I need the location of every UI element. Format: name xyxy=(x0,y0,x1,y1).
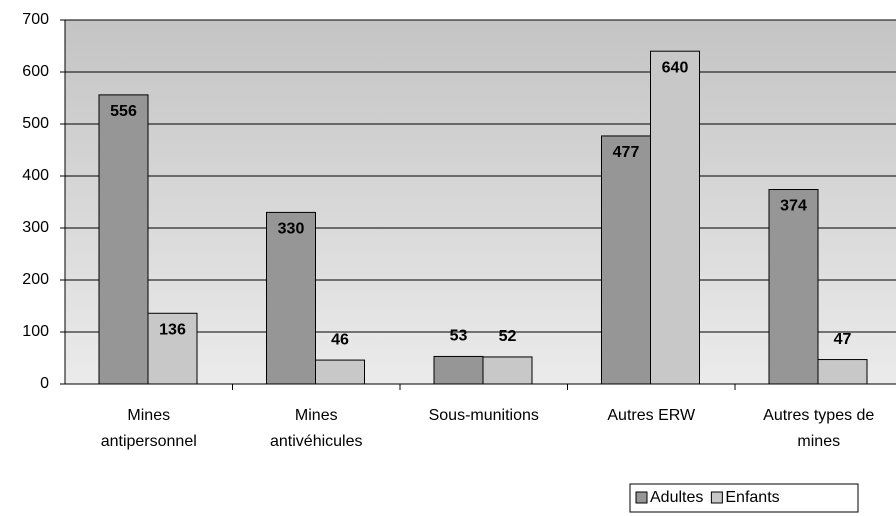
x-tick-label: Sous-munitions xyxy=(429,407,539,424)
y-tick-label: 300 xyxy=(22,219,49,236)
bar xyxy=(482,356,533,385)
value-label: 556 xyxy=(110,103,137,120)
x-tick-label: Autres types de xyxy=(763,407,874,424)
value-label: 53 xyxy=(450,328,468,345)
value-label: 374 xyxy=(780,198,807,215)
y-tick-label: 400 xyxy=(22,167,49,184)
plot-area xyxy=(65,20,896,384)
value-label: 136 xyxy=(159,321,186,338)
y-tick-label: 100 xyxy=(22,323,49,340)
bar xyxy=(315,359,365,385)
y-tick-label: 200 xyxy=(22,271,49,288)
x-tick-label: antivéhicules xyxy=(270,433,363,450)
bar xyxy=(98,94,149,385)
bar xyxy=(768,189,819,385)
value-label: 640 xyxy=(662,59,689,76)
value-label: 47 xyxy=(834,331,852,348)
value-label: 477 xyxy=(613,144,640,161)
y-tick-label: 500 xyxy=(22,115,49,132)
x-tick-label: Autres ERW xyxy=(607,407,696,424)
legend-label: Adultes xyxy=(650,489,703,506)
bar xyxy=(433,355,484,385)
y-tick-label: 0 xyxy=(40,375,49,392)
y-tick-label: 700 xyxy=(22,11,49,28)
bar xyxy=(650,50,700,385)
bar xyxy=(266,211,316,385)
bar xyxy=(147,312,198,385)
value-label: 52 xyxy=(499,328,517,345)
value-label: 46 xyxy=(331,331,349,348)
legend-label: Enfants xyxy=(725,489,779,506)
bar xyxy=(601,135,651,385)
legend-swatch xyxy=(635,491,648,504)
y-tick-label: 600 xyxy=(22,63,49,80)
bar xyxy=(817,359,868,385)
x-tick-label: Mines xyxy=(295,407,338,424)
value-label: 330 xyxy=(278,221,305,238)
x-tick-label: mines xyxy=(797,433,840,450)
x-tick-label: antipersonnel xyxy=(101,433,197,450)
legend-swatch xyxy=(710,491,723,504)
x-tick-label: Mines xyxy=(127,407,170,424)
legend-box xyxy=(629,483,859,513)
